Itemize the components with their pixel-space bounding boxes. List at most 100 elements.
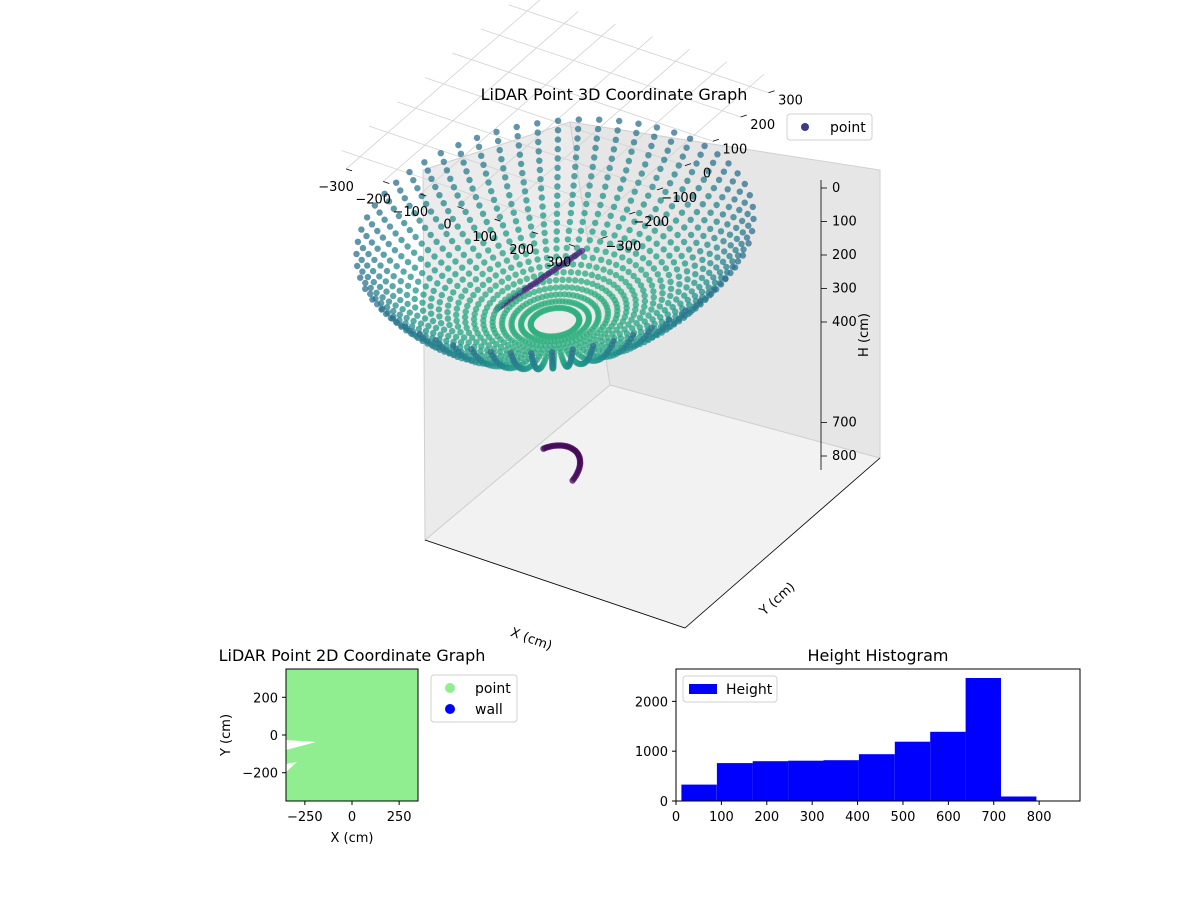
point-281 [438, 259, 445, 266]
point-1430 [648, 324, 655, 331]
point-847 [699, 265, 707, 272]
point-91 [508, 200, 515, 208]
point-255 [363, 214, 371, 221]
point-298 [695, 184, 702, 192]
point-150 [454, 223, 461, 230]
point-40 [572, 154, 580, 161]
point-430 [729, 178, 736, 185]
point-197 [701, 142, 708, 150]
histogram-bar-2 [752, 761, 789, 801]
point-52 [572, 163, 579, 170]
point-217 [693, 160, 700, 167]
histogram-bar-7 [930, 731, 966, 801]
point-419 [578, 277, 585, 285]
point-69 [608, 155, 615, 162]
point-436 [619, 265, 626, 272]
point-318 [684, 201, 691, 208]
point-427 [594, 273, 602, 281]
point-371 [593, 264, 600, 271]
point-963 [719, 258, 727, 265]
point-289 [621, 235, 628, 242]
point-1005 [748, 227, 756, 235]
point-278 [508, 264, 515, 271]
point-268 [709, 159, 717, 166]
point-201 [666, 180, 674, 187]
point-1004 [369, 296, 376, 303]
point-152 [581, 209, 588, 217]
point-401 [499, 288, 506, 295]
point-453 [600, 275, 607, 283]
point-833 [684, 276, 691, 283]
point-994 [374, 301, 381, 308]
point-466 [383, 267, 391, 275]
point-900 [362, 285, 369, 293]
chart-title-3d: LiDAR Point 3D Coordinate Graph [481, 85, 748, 104]
point-93 [648, 142, 655, 150]
legend-3d: point [786, 113, 873, 141]
point-38 [592, 144, 599, 152]
point-996 [688, 288, 695, 295]
point-454 [632, 262, 639, 269]
point-265 [494, 261, 502, 268]
point-113 [584, 191, 592, 199]
point-1227 [569, 477, 576, 484]
point-90 [554, 192, 561, 199]
point-303 [520, 268, 527, 275]
point-1421 [666, 316, 673, 323]
point-225 [688, 168, 696, 176]
point-561 [713, 218, 720, 225]
point-393 [693, 208, 701, 216]
point-1242 [406, 327, 413, 335]
point-347 [645, 235, 652, 242]
y-tick-label-3d: −200 [633, 215, 669, 230]
point-429 [674, 231, 681, 239]
point-273 [705, 168, 712, 175]
point-317 [589, 254, 596, 262]
point-666 [717, 228, 725, 235]
x-tick-label-2d: 0 [348, 810, 356, 825]
point-71 [521, 188, 529, 195]
point-541 [364, 262, 371, 269]
point-235 [615, 223, 622, 231]
z-tick-label-3d: 400 [832, 315, 857, 330]
x-axis-line [424, 539, 686, 629]
point-677 [704, 241, 711, 248]
point-109 [553, 201, 561, 208]
point-397 [613, 261, 620, 269]
chart-title-histogram: Height Histogram [808, 646, 949, 665]
point-23 [457, 150, 465, 157]
legend-marker-point-3d [801, 123, 809, 131]
point-889 [481, 338, 488, 345]
point-131 [483, 218, 490, 226]
point-173 [529, 231, 536, 239]
point-219 [662, 188, 669, 196]
point-867 [649, 300, 657, 307]
point-457 [660, 246, 667, 253]
point-264 [583, 245, 591, 252]
point-771 [720, 238, 727, 245]
point-437 [639, 255, 647, 262]
point-643 [470, 315, 478, 323]
point-175 [627, 197, 635, 204]
point-905 [675, 288, 682, 295]
point-68 [450, 184, 458, 191]
point-171 [491, 234, 498, 242]
x-tick-labels-3d: −300−200−100 0 100 200 300 [318, 168, 576, 270]
point-340 [363, 232, 370, 240]
point-476 [653, 253, 660, 260]
point-923 [683, 284, 690, 291]
point-341 [720, 168, 728, 175]
point-654 [746, 192, 753, 199]
point-398 [653, 240, 660, 247]
point-112 [479, 210, 487, 217]
point-86 [538, 194, 545, 201]
point-275 [410, 249, 418, 256]
point-480 [625, 268, 632, 276]
point-187 [480, 239, 487, 247]
point-143 [597, 201, 604, 209]
point-409 [407, 273, 414, 280]
z-tick-label-3d: 800 [832, 449, 857, 464]
point-681 [689, 254, 696, 261]
point-51 [466, 176, 473, 184]
point-252 [597, 238, 604, 245]
